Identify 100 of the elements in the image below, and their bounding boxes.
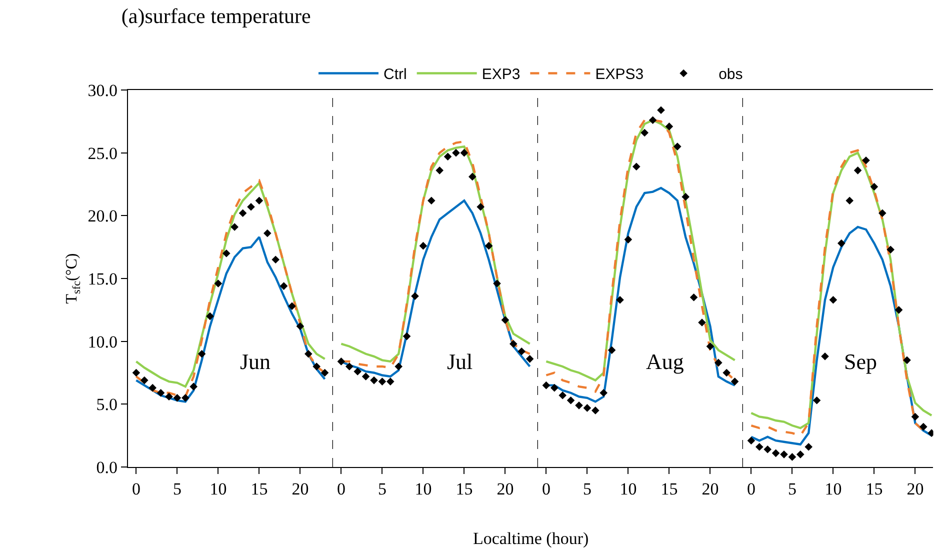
point — [870, 182, 878, 191]
point — [624, 236, 632, 244]
point — [288, 302, 296, 310]
point — [903, 356, 911, 364]
point — [838, 239, 846, 248]
point — [854, 166, 862, 174]
point — [600, 388, 608, 397]
x-tick-label: 5 — [172, 480, 182, 498]
point — [255, 196, 264, 204]
y-tick-label: 10.0 — [88, 332, 118, 352]
point — [484, 242, 493, 250]
point — [394, 362, 402, 370]
point — [829, 296, 838, 304]
x-tick-label: 20 — [702, 480, 719, 498]
point — [772, 449, 780, 458]
point — [190, 382, 198, 390]
point — [592, 406, 600, 414]
point — [206, 312, 214, 320]
x-tick-label: 0 — [746, 480, 756, 498]
point — [730, 378, 739, 386]
point — [862, 156, 870, 164]
point — [657, 106, 665, 114]
legend-label: EXPS3 — [595, 66, 644, 84]
point — [132, 368, 140, 377]
point — [796, 450, 804, 458]
y-tick-label: 25.0 — [88, 144, 118, 163]
point — [198, 350, 206, 358]
point — [665, 122, 674, 130]
x-tick-label: 20 — [906, 480, 924, 498]
point — [501, 316, 510, 324]
x-tick-label: 15 — [660, 480, 678, 498]
y-tick-label: 0.0 — [96, 458, 118, 477]
y-tick-label: 30.0 — [88, 80, 118, 100]
point — [238, 209, 247, 218]
point — [920, 422, 928, 431]
point — [756, 442, 764, 451]
point — [812, 396, 821, 404]
point — [558, 391, 566, 400]
annotation: Sep — [844, 349, 877, 374]
point — [878, 209, 886, 218]
point — [722, 368, 730, 377]
point — [312, 362, 320, 370]
legend-label: EXP3 — [482, 66, 520, 84]
point — [542, 381, 550, 390]
point — [608, 346, 616, 354]
y-tick-label: 15.0 — [88, 269, 118, 288]
point — [714, 358, 722, 367]
legend-label: Ctrl — [384, 66, 407, 84]
x-tick-label: 10 — [414, 480, 432, 498]
line-series — [135, 236, 326, 403]
x-tick-label: 5 — [378, 480, 386, 498]
point — [304, 350, 312, 358]
point — [632, 162, 640, 171]
point — [354, 368, 362, 376]
point — [386, 378, 394, 386]
y-tick-label: 5.0 — [96, 395, 118, 414]
x-tick-label: 0 — [542, 480, 550, 498]
x-tick-label: 0 — [132, 480, 140, 498]
point — [468, 172, 476, 181]
point — [337, 358, 346, 366]
point — [648, 116, 657, 124]
point — [518, 347, 526, 356]
chart-title: (a)surface temperature — [121, 4, 311, 28]
point — [911, 412, 920, 421]
point — [230, 223, 238, 231]
point — [419, 242, 428, 250]
point — [411, 292, 419, 300]
point — [846, 196, 854, 204]
point — [362, 372, 370, 380]
annotation: Jun — [240, 349, 271, 374]
x-tick-label: 15 — [456, 480, 473, 498]
x-axis-title: Localtime (hour) — [473, 529, 589, 548]
point — [886, 246, 894, 254]
point — [706, 342, 714, 350]
point — [682, 192, 690, 201]
point — [222, 249, 230, 258]
point — [821, 352, 829, 360]
point — [378, 378, 386, 386]
point — [436, 166, 444, 174]
point — [747, 436, 756, 445]
point — [148, 384, 156, 392]
point — [764, 446, 772, 454]
point — [272, 256, 280, 264]
point — [173, 394, 182, 402]
point — [452, 148, 460, 157]
x-tick-label: 0 — [336, 480, 346, 498]
point — [526, 355, 534, 363]
point — [550, 384, 558, 392]
point — [493, 280, 501, 288]
x-tick-label: 5 — [788, 480, 796, 498]
point — [370, 376, 378, 384]
x-tick-label: 5 — [582, 480, 592, 498]
legend-label: obs — [718, 66, 743, 84]
point — [566, 396, 575, 404]
x-tick-label: 15 — [866, 480, 883, 498]
point — [616, 296, 624, 304]
point — [320, 368, 329, 377]
point — [428, 196, 436, 204]
x-tick-label: 10 — [620, 480, 637, 498]
point — [346, 362, 354, 370]
